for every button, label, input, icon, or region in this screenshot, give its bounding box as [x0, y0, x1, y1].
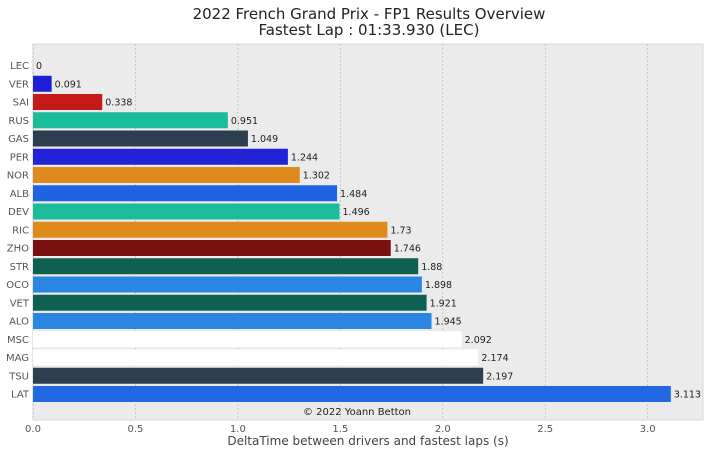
bar-value-label: 0: [36, 61, 42, 72]
bar-vet: [33, 294, 427, 311]
bar-value-label: 2.174: [481, 353, 508, 364]
x-tick-label: 1.5: [332, 424, 348, 435]
y-tick-label: VER: [9, 79, 29, 90]
x-tick-label: 2.0: [435, 424, 451, 435]
bar-ric: [33, 221, 388, 238]
y-tick-label: MSC: [7, 335, 29, 346]
x-tick-label: 0.0: [25, 424, 41, 435]
bar-zho: [33, 240, 391, 256]
bar-value-label: 1.746: [394, 244, 421, 255]
bar-value-label: 1.302: [303, 171, 330, 182]
bar-rus: [33, 112, 228, 129]
bar-value-label: 1.88: [421, 262, 442, 273]
y-tick-label: SAI: [13, 98, 29, 109]
bar-value-label: 1.484: [340, 189, 367, 200]
y-tick-labels: LEC VER SAI RUS GAS PER NOR ALB DEV RIC ZHO STR OCO V…: [6, 61, 30, 401]
y-tick-label: STR: [10, 262, 29, 273]
y-tick-label: RIC: [12, 225, 29, 236]
y-tick-label: GAS: [8, 134, 29, 145]
y-tick-label: MAG: [6, 353, 29, 364]
bar-msc: [33, 331, 462, 348]
bar-ver: [33, 75, 52, 92]
y-tick-label: ALB: [10, 189, 29, 200]
bar-value-label: 1.898: [425, 280, 452, 291]
y-tick-label: PER: [10, 152, 29, 163]
y-tick-label: ZHO: [7, 244, 29, 255]
y-tick-label: VET: [10, 298, 30, 309]
bar-tsu: [33, 367, 484, 384]
bar-alo: [33, 313, 432, 329]
chart-subtitle: Fastest Lap : 01:33.930 (LEC): [259, 21, 480, 39]
y-tick-label: NOR: [7, 171, 29, 182]
bar-value-label: 1.496: [343, 207, 370, 218]
x-tick-label: 0.5: [127, 424, 143, 435]
chart-title: 2022 French Grand Prix - FP1 Results Ove…: [193, 5, 546, 23]
x-tick-label: 2.5: [537, 424, 553, 435]
bar-mag: [33, 349, 479, 366]
bar-value-label: 0.338: [105, 98, 132, 109]
bar-value-label: 0.091: [55, 79, 82, 90]
y-tick-label: LAT: [11, 390, 30, 401]
bar-value-label: 2.092: [465, 335, 492, 346]
bar-gas: [33, 130, 248, 147]
bar-lat: [33, 386, 671, 402]
bar-value-label: 1.049: [251, 134, 278, 145]
bar-oco: [33, 276, 422, 293]
x-tick-label: 1.0: [230, 424, 246, 435]
bar-str: [33, 258, 419, 275]
bar-value-label: 0.951: [231, 116, 258, 127]
y-tick-label: RUS: [8, 116, 29, 127]
bar-per: [33, 148, 288, 165]
bar-nor: [33, 167, 300, 183]
bar-value-label: 1.73: [390, 225, 411, 236]
x-tick-labels: 0.0 0.5 1.0 1.5 2.0 2.5 3.0: [25, 424, 656, 435]
bar-value-label: 1.945: [435, 317, 462, 328]
y-tick-label: LEC: [10, 61, 29, 72]
y-tick-label: OCO: [6, 280, 29, 291]
x-tick-label: 3.0: [640, 424, 656, 435]
y-tick-label: DEV: [8, 207, 29, 218]
bars: 0 0.091 0.338 0.951 1.049 1.244 1.302 1.484 1.49…: [33, 61, 701, 402]
y-tick-label: TSU: [8, 371, 29, 382]
bar-dev: [33, 203, 340, 220]
bar-sai: [33, 94, 103, 110]
bar-alb: [33, 185, 338, 202]
bar-value-label: 1.244: [291, 152, 318, 163]
bar-value-label: 2.197: [486, 371, 513, 382]
bar-value-label: 3.113: [674, 390, 701, 401]
x-axis-title: DeltaTime between drivers and fastest la…: [227, 434, 508, 448]
y-tick-label: ALO: [9, 317, 29, 328]
copyright-annotation: © 2022 Yoann Betton: [303, 407, 411, 418]
bar-value-label: 1.921: [430, 298, 457, 309]
